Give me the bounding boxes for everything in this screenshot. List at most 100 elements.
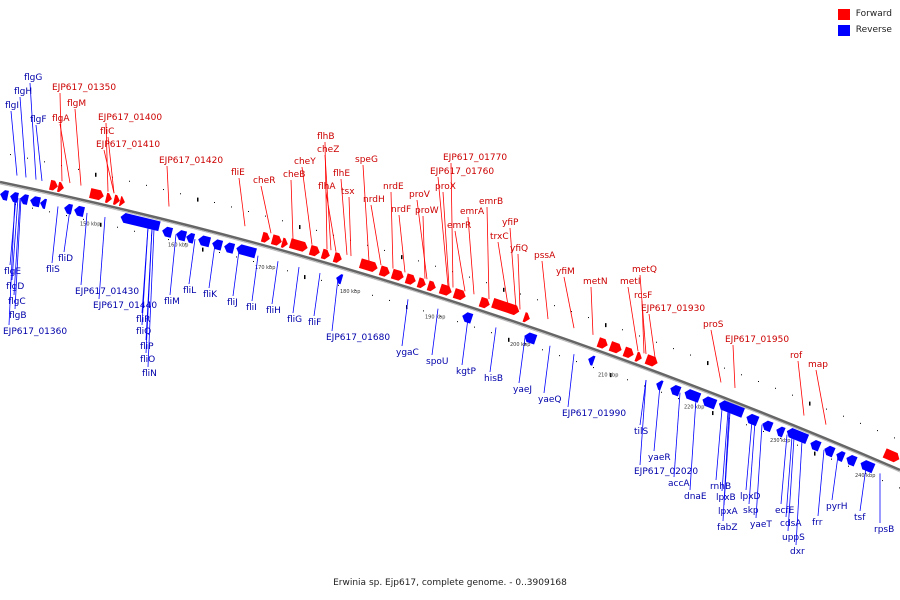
forward-gene-label: EJP617_01950 [725,335,789,345]
reverse-leader-line [653,385,661,452]
forward-gene-labels: EJP617_01350 flgM flgA EJP617_01400 fliC EJP6… [52,83,828,425]
tick-mark [525,343,526,345]
tick-mark [355,289,356,291]
tick-mark [656,341,657,343]
forward-gene-arrow [390,268,404,281]
forward-gene-label: map [808,360,828,370]
reverse-leader-line [518,337,526,384]
reverse-leader-line [35,124,43,181]
reverse-leader-line [8,197,16,326]
tick-mark [792,394,793,396]
tick-mark [780,437,781,439]
forward-gene-arrow [308,244,320,257]
forward-gene-label: flhB [317,132,335,142]
reverse-gene-arrow [810,440,822,452]
reverse-leader-line [10,110,18,176]
tick-mark [797,444,798,446]
reverse-gene-label: pyrH [826,502,848,512]
genome-backbone-highlight [0,183,900,473]
reverse-gene-arrow [860,460,876,474]
forward-gene-label: cheZ [317,145,339,155]
reverse-gene-label: EJP617_01440 [93,301,157,311]
forward-gene-label: nrdH [363,195,385,205]
forward-gene-arrow [260,231,270,243]
reverse-gene-arrow [670,384,682,397]
reverse-gene-label: flgF [30,115,47,125]
reverse-gene-label: accA [668,479,690,489]
legend-forward-label: Forward [855,9,892,19]
forward-leader-line [59,123,71,184]
tick-mark [168,239,169,241]
tick-mark [831,458,832,460]
forward-gene-label: proW [415,206,439,216]
reverse-leader-line [795,440,803,546]
reverse-gene-label: lpxB [716,493,736,503]
forward-leader-line [454,230,466,292]
reverse-leader-line [831,455,839,501]
reverse-leader-line [748,421,756,505]
forward-gene-label: EJP617_01420 [159,156,223,166]
tick-mark [644,385,645,387]
forward-gene-label: flgM [67,99,86,109]
tick-mark [882,480,883,482]
reverse-gene-label: fliL [183,286,196,296]
forward-gene-label: rcsF [634,291,652,301]
forward-gene-label: flhA [318,182,336,192]
reverse-gene-label: fliI [246,303,257,313]
tick-mark [503,287,505,292]
forward-gene-arrow [478,296,490,309]
forward-leader-line [442,191,450,287]
forward-gene-label: emrA [460,207,485,217]
reverse-gene-label: fliH [266,306,281,316]
reverse-leader-line [141,227,149,326]
forward-gene-arrow [426,280,436,292]
reverse-gene-arrow [702,396,718,410]
legend-forward: Forward [837,6,892,22]
tick-mark [627,379,628,381]
reverse-gene-arrow [236,244,257,259]
tick-mark [814,451,816,456]
forward-gene-label: cheR [253,176,275,186]
forward-leader-line [301,166,313,245]
tick-mark [763,431,764,433]
forward-leader-line [648,313,656,358]
reverse-gene-arrow [524,332,538,345]
forward-leader-line [815,369,827,425]
forward-gene-arrow [118,196,125,207]
legend-reverse: Reverse [837,22,892,38]
reverse-leader-line [251,255,259,302]
forward-gene-label: EJP617_01400 [98,113,162,123]
forward-gene-arrow [104,192,112,203]
reverse-gene-label: yaeT [750,520,772,530]
tick-mark [384,249,385,251]
reverse-gene-arrow [64,203,73,215]
forward-leader-line [238,177,246,227]
reverse-leader-line [543,345,551,394]
forward-gene-arrow [608,341,622,354]
forward-gene-label: yfiP [502,218,519,228]
reverse-gene-label: kgtP [456,367,476,377]
forward-leader-line [497,241,509,306]
forward-leader-line [362,164,370,262]
tick-mark [78,168,79,170]
forward-gene-label: yfiM [556,267,575,277]
tick-mark [27,157,28,159]
reverse-gene-label: cdsA [780,519,802,529]
tick-mark [474,326,475,328]
reverse-gene-label: fliK [203,290,218,300]
tick-mark [282,220,283,222]
tick-mark [202,247,204,252]
tick-mark [219,251,220,253]
reverse-leader-line [145,228,153,354]
caption: Erwinia sp. Ejp617, complete genome. - 0… [333,578,567,588]
reverse-gene-label: EJP617_02020 [634,467,698,477]
reverse-gene-label: fliQ [136,327,151,337]
tick-mark [389,299,390,301]
reverse-leader-line [745,420,753,491]
tick-mark [185,243,186,245]
reverse-gene-label: tsf [854,513,866,523]
forward-leader-line [590,286,594,335]
tick-mark [894,437,895,439]
reverse-gene-label: ecfE [775,506,795,516]
tick-mark [66,215,67,217]
